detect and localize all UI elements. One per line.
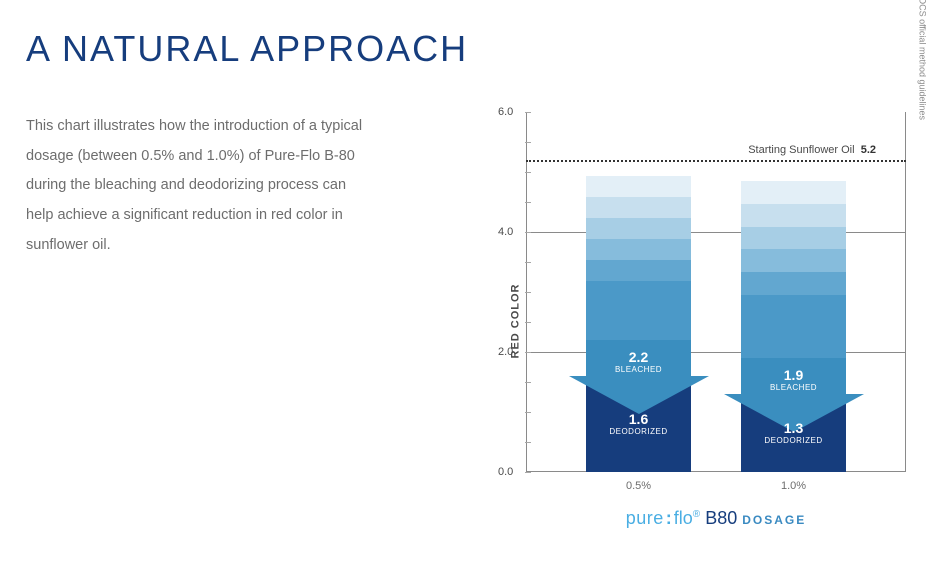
bar: 2.2BLEACHED 1.6DEODORIZED	[586, 112, 691, 472]
bleached-label: 1.9BLEACHED	[741, 368, 846, 392]
fade-segment	[586, 260, 691, 281]
y-minor-tick	[525, 112, 531, 113]
deodorized-label: 1.6DEODORIZED	[586, 412, 691, 436]
description-text: This chart illustrates how the introduct…	[26, 112, 366, 529]
dosage-label: DOSAGE	[742, 513, 806, 527]
page-title: A NATURAL APPROACH	[26, 28, 925, 70]
y-minor-tick	[525, 142, 531, 143]
x-tick-label: 1.0%	[741, 480, 846, 492]
fade-segment	[586, 239, 691, 260]
gridline	[526, 232, 906, 233]
y-minor-tick	[525, 352, 531, 353]
y-tick-label: 2.0	[498, 346, 513, 358]
gridline	[526, 352, 906, 353]
brand-dots: :	[664, 508, 674, 528]
main: This chart illustrates how the introduct…	[26, 112, 925, 529]
y-tick-label: 6.0	[498, 106, 513, 118]
y-minor-tick	[525, 292, 531, 293]
brand-pure: pure	[626, 508, 664, 528]
bleached-label: 2.2BLEACHED	[586, 350, 691, 374]
y-minor-tick	[525, 202, 531, 203]
footnote-text: * Lab bleach conditions according to AOC…	[918, 0, 928, 120]
y-minor-tick	[525, 472, 531, 473]
deodorized-label: 1.3DEODORIZED	[741, 421, 846, 445]
fade-segment	[741, 227, 846, 250]
fade-segment	[741, 295, 846, 358]
y-minor-tick	[525, 382, 531, 383]
brand-flo: flo	[674, 508, 693, 528]
bar: 1.9BLEACHED 1.3DEODORIZED	[741, 112, 846, 472]
fade-segment	[741, 181, 846, 204]
x-tick-label: 0.5%	[586, 480, 691, 492]
fade-segment	[586, 218, 691, 239]
fade-segment	[586, 197, 691, 218]
x-axis-title: pure:flo® B80 DOSAGE	[526, 508, 906, 529]
fade-segment	[741, 204, 846, 227]
fade-segment	[741, 272, 846, 295]
y-minor-tick	[525, 412, 531, 413]
fade-segment	[741, 249, 846, 272]
chart: RED COLOR * Lab bleach conditions accord…	[496, 112, 906, 529]
y-tick-label: 0.0	[498, 466, 513, 478]
start-line	[526, 160, 906, 162]
fade-segment	[586, 281, 691, 340]
y-minor-tick	[525, 172, 531, 173]
arrow-down-icon	[568, 376, 709, 414]
y-minor-tick	[525, 322, 531, 323]
brand-b80: B80	[705, 508, 737, 528]
y-minor-tick	[525, 442, 531, 443]
y-minor-tick	[525, 232, 531, 233]
fade-segment	[586, 176, 691, 197]
y-tick-label: 4.0	[498, 226, 513, 238]
y-minor-tick	[525, 262, 531, 263]
brand-registered-icon: ®	[693, 509, 700, 520]
plot-area: 0.02.04.06.0Starting Sunflower Oil 5.22.…	[526, 112, 906, 472]
